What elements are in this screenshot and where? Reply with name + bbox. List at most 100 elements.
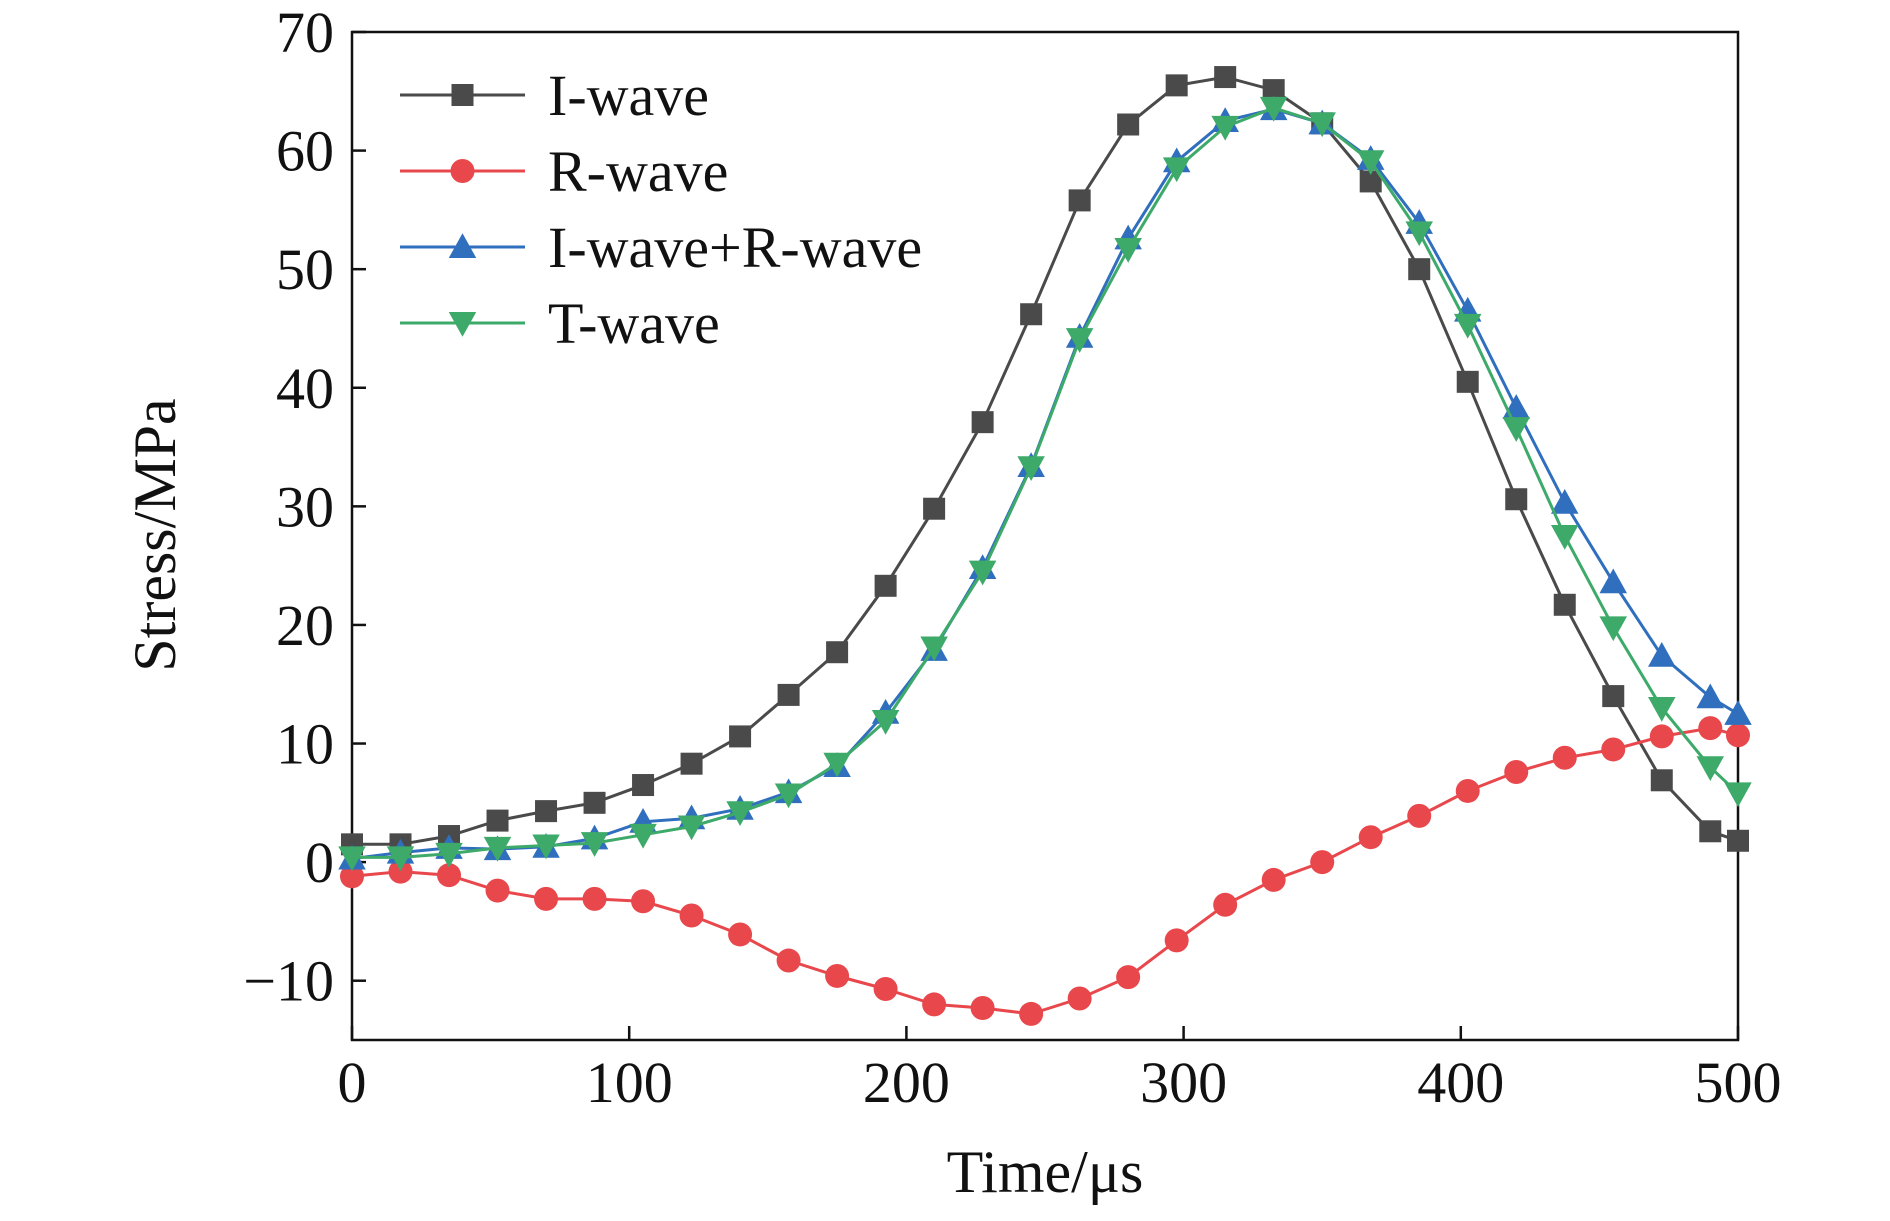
data-point	[1551, 489, 1579, 514]
data-point	[1696, 683, 1725, 709]
x-tick-label: 300	[1140, 1050, 1227, 1115]
x-tick-label: 0	[338, 1050, 367, 1115]
data-point	[1214, 66, 1237, 89]
data-point	[1553, 593, 1576, 616]
data-point	[1552, 745, 1577, 770]
data-point	[1505, 488, 1528, 511]
data-point	[1261, 867, 1286, 892]
data-point	[971, 411, 994, 434]
legend-item: T-wave	[400, 291, 720, 356]
series-t-wave	[338, 96, 1752, 872]
legend-label: R-wave	[548, 139, 728, 204]
data-point	[340, 864, 364, 889]
data-point	[1359, 170, 1382, 193]
data-point	[338, 846, 366, 872]
y-tick-label: 10	[276, 712, 334, 777]
data-point	[1116, 965, 1141, 990]
legend-marker	[450, 159, 475, 183]
x-tick-label: 500	[1695, 1050, 1782, 1115]
data-point	[823, 752, 851, 778]
data-point	[1453, 313, 1482, 339]
data-point	[386, 846, 415, 872]
legend-marker	[448, 233, 477, 258]
data-point	[1602, 685, 1625, 708]
x-tick-label: 200	[863, 1050, 950, 1115]
data-point	[1698, 716, 1723, 741]
y-tick-label: 70	[276, 0, 334, 65]
data-point	[435, 842, 463, 868]
data-point	[1727, 829, 1749, 852]
y-tick-label: 60	[276, 119, 334, 184]
y-tick-label: 50	[276, 237, 334, 302]
x-tick-label: 400	[1417, 1050, 1504, 1115]
data-point	[1114, 238, 1142, 263]
data-point	[825, 963, 850, 988]
x-tick-label: 100	[586, 1050, 673, 1115]
data-point	[534, 886, 559, 911]
data-point	[1408, 258, 1431, 281]
data-point	[1407, 803, 1432, 828]
data-point	[680, 752, 703, 775]
data-point	[632, 774, 655, 797]
data-point	[582, 886, 607, 911]
y-tick-label: 0	[305, 830, 334, 895]
data-point	[437, 863, 462, 888]
data-point	[922, 992, 947, 1017]
legend-marker	[451, 84, 474, 106]
data-point	[1211, 115, 1239, 141]
data-point	[1551, 525, 1579, 550]
y-axis-title: Stress/MPa	[122, 398, 188, 671]
legend-item: R-wave	[400, 139, 728, 204]
data-point	[1356, 150, 1385, 176]
legend-label: T-wave	[548, 291, 720, 356]
data-point	[1017, 456, 1045, 481]
legend: I-wave R-wave I-wave+R-wave T-wave	[400, 63, 922, 356]
data-point	[726, 801, 754, 827]
data-point	[1310, 850, 1335, 875]
data-point	[388, 859, 413, 884]
y-tick-label: 30	[276, 474, 334, 539]
data-point	[1358, 825, 1383, 850]
data-point	[923, 497, 946, 520]
data-point	[1696, 756, 1725, 781]
data-point	[679, 903, 704, 928]
data-point	[776, 948, 801, 973]
data-point	[1162, 157, 1191, 183]
plot-frame	[350, 30, 1740, 1042]
data-point	[583, 791, 606, 814]
data-point	[874, 574, 897, 597]
x-axis-title: Time/μs	[947, 1139, 1144, 1205]
data-point	[631, 889, 656, 914]
data-point	[483, 836, 512, 862]
data-point	[486, 809, 509, 832]
data-point	[1262, 79, 1285, 102]
legend-item: I-wave	[400, 63, 709, 128]
series-i-wave	[341, 66, 1749, 856]
data-point	[1599, 568, 1628, 594]
data-point	[629, 823, 657, 849]
data-point	[1456, 370, 1479, 393]
data-point	[1165, 74, 1188, 97]
data-point	[1020, 303, 1043, 326]
data-point	[1455, 778, 1480, 803]
data-point	[1648, 696, 1676, 722]
data-point	[1067, 986, 1092, 1011]
series-line	[351, 726, 1739, 1016]
legend-marker	[448, 312, 477, 337]
data-point	[1065, 328, 1094, 353]
data-point	[729, 725, 752, 748]
data-point	[774, 783, 803, 809]
data-point	[1405, 221, 1433, 247]
legend-item: I-wave+R-wave	[400, 215, 922, 280]
data-point	[970, 995, 995, 1020]
data-point	[1650, 769, 1673, 792]
series-line	[352, 106, 1740, 859]
data-point	[1649, 724, 1674, 749]
data-point	[1601, 737, 1626, 762]
y-tick-label: 40	[276, 356, 334, 421]
y-tick-label: 20	[276, 593, 334, 658]
data-point	[1019, 1001, 1044, 1026]
data-point	[532, 834, 560, 860]
